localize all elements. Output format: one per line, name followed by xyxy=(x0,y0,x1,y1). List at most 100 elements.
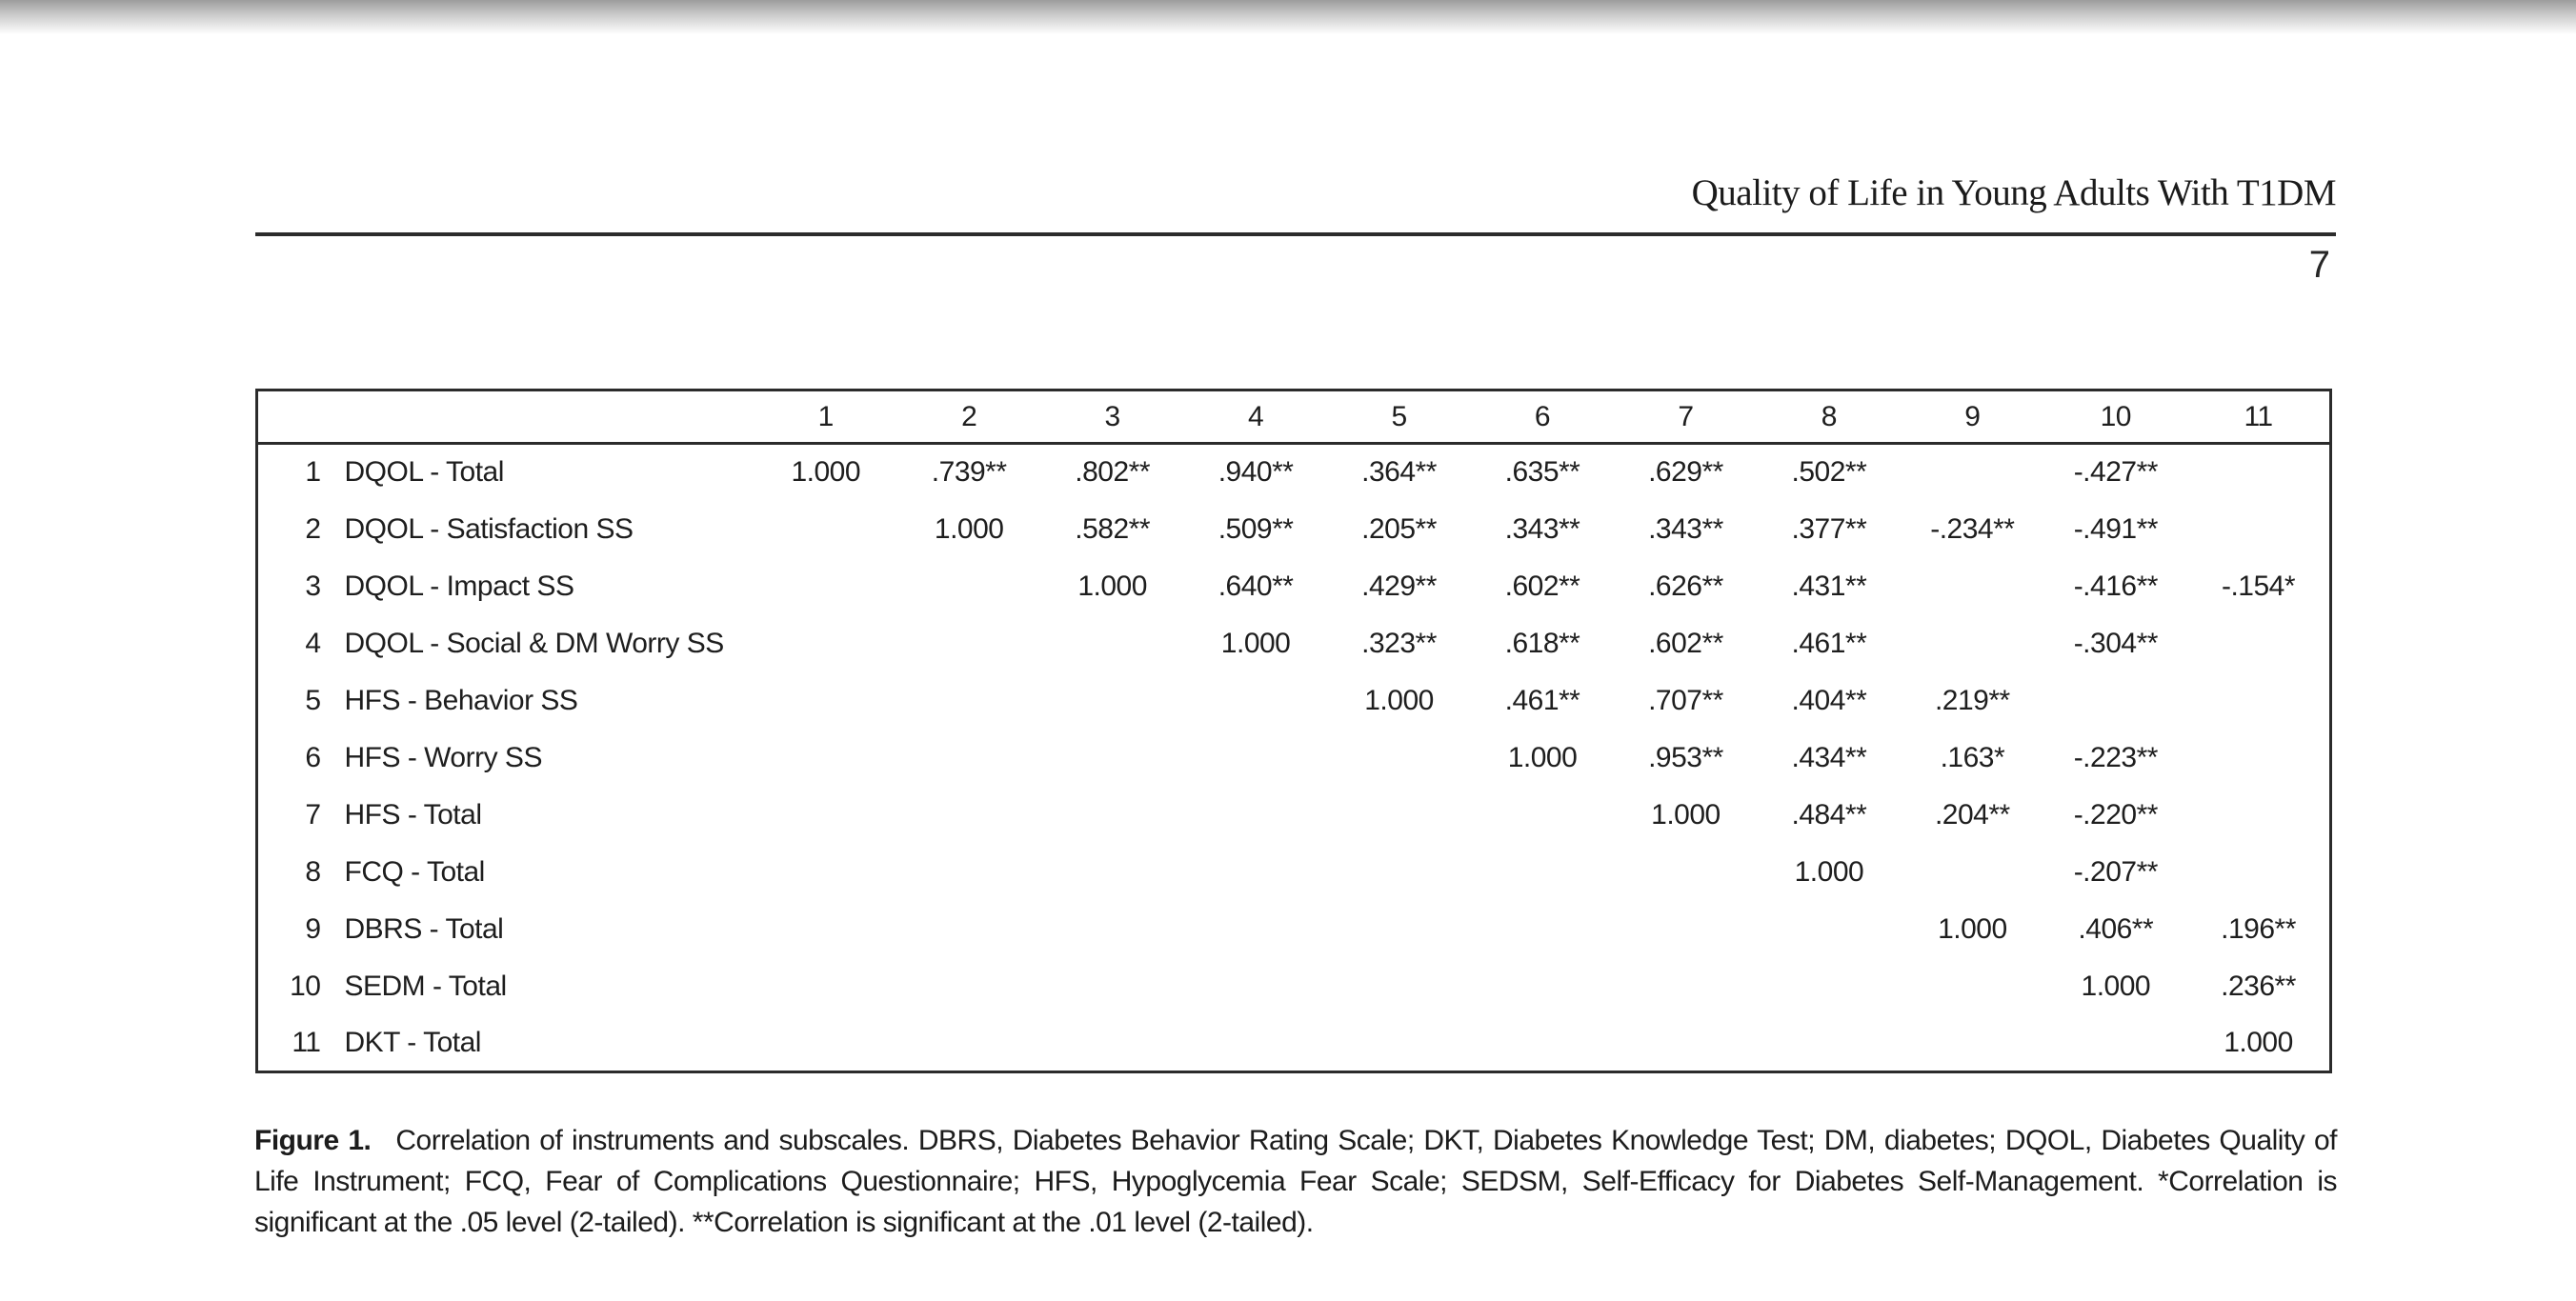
correlation-cell: .236** xyxy=(2221,970,2296,1002)
table-header-row: 1 2 3 4 5 6 7 8 9 10 11 xyxy=(256,390,2331,445)
table-body: 1 DQOL - Total 1.000 .739** .802** .940** .364… xyxy=(257,444,2331,1072)
row-number: 3 xyxy=(305,570,321,602)
correlation-cell xyxy=(1327,1015,1470,1072)
table-row: 4 DQOL - Social & DM Worry SS 1.000 .323**.… xyxy=(257,615,2331,672)
row-label: DQOL - Total xyxy=(344,456,505,489)
correlation-cell xyxy=(1040,901,1183,958)
correlation-cell xyxy=(755,901,897,958)
row-label: HFS - Total xyxy=(344,798,483,831)
correlation-cell xyxy=(2187,730,2330,787)
correlation-cell: .509** xyxy=(1218,512,1294,545)
figure-caption-label: Figure 1. xyxy=(254,1125,372,1156)
correlation-cell: .434** xyxy=(1791,741,1867,773)
page-top-shadow xyxy=(0,0,2576,34)
correlation-cell: 1.000 xyxy=(1507,741,1578,773)
correlation-cell: .219** xyxy=(1934,684,2010,716)
correlation-cell xyxy=(1040,787,1183,844)
correlation-cell: 1.000 xyxy=(2081,970,2151,1002)
row-number: 4 xyxy=(305,627,321,659)
correlation-cell: .626** xyxy=(1648,570,1723,602)
correlation-cell xyxy=(1758,958,1901,1015)
column-header: 1 xyxy=(754,390,897,445)
row-label: SEDM - Total xyxy=(344,970,508,1002)
header-rule xyxy=(255,232,2336,236)
correlation-cell xyxy=(1614,1015,1757,1072)
table-row: 6 HFS - Worry SS 1.000 .953** .434** .163* -.2… xyxy=(257,730,2331,787)
correlation-cell xyxy=(755,1015,897,1072)
correlation-cell: .163* xyxy=(1940,741,2005,773)
correlation-cell: .343** xyxy=(1504,512,1580,545)
correlation-cell: -.207** xyxy=(2073,855,2159,888)
column-header: 4 xyxy=(1183,390,1328,445)
correlation-cell xyxy=(1471,844,1614,901)
correlation-cell: .205** xyxy=(1361,512,1437,545)
column-header: 3 xyxy=(1040,390,1184,445)
correlation-cell xyxy=(2187,672,2330,730)
correlation-cell: .364** xyxy=(1361,456,1437,489)
correlation-cell xyxy=(755,787,897,844)
correlation-cell xyxy=(1758,1015,1901,1072)
correlation-cell xyxy=(1327,958,1470,1015)
header-cell-empty xyxy=(325,390,755,445)
column-header: 9 xyxy=(1901,390,2044,445)
correlation-cell xyxy=(2044,1015,2187,1072)
correlation-cell xyxy=(1184,901,1327,958)
correlation-cell xyxy=(897,672,1040,730)
correlation-cell xyxy=(1471,958,1614,1015)
correlation-cell xyxy=(755,958,897,1015)
correlation-cell: .196** xyxy=(2221,912,2296,945)
correlation-cell: -.234** xyxy=(1930,512,2015,545)
correlation-cell: -.223** xyxy=(2073,741,2159,773)
correlation-cell xyxy=(1184,787,1327,844)
correlation-cell: -.304** xyxy=(2073,627,2159,659)
figure-caption-text: Correlation of instruments and subscales… xyxy=(254,1125,2338,1238)
column-header: 5 xyxy=(1327,390,1471,445)
correlation-cell xyxy=(1901,615,2043,672)
row-label: HFS - Behavior SS xyxy=(344,684,578,716)
row-number: 10 xyxy=(290,970,321,1002)
correlation-cell xyxy=(1901,958,2043,1015)
row-number: 9 xyxy=(305,912,321,945)
column-header: 7 xyxy=(1614,390,1758,445)
correlation-cell xyxy=(1184,730,1327,787)
correlation-cell: -.491** xyxy=(2073,512,2159,545)
correlation-cell xyxy=(1471,1015,1614,1072)
column-header: 10 xyxy=(2043,390,2188,445)
correlation-cell: 1.000 xyxy=(1077,570,1147,602)
correlation-cell: .484** xyxy=(1791,798,1867,831)
correlation-cell xyxy=(1327,730,1470,787)
correlation-cell xyxy=(755,615,897,672)
correlation-cell: -.154* xyxy=(2221,570,2296,602)
correlation-cell: .461** xyxy=(1504,684,1580,716)
correlation-cell xyxy=(2187,615,2330,672)
correlation-cell: .204** xyxy=(1934,798,2010,831)
correlation-cell xyxy=(2187,787,2330,844)
correlation-cell xyxy=(1471,787,1614,844)
table-row: 1 DQOL - Total 1.000 .739** .802** .940** .364… xyxy=(257,444,2331,501)
correlation-cell xyxy=(1040,730,1183,787)
correlation-cell: .953** xyxy=(1648,741,1723,773)
correlation-cell xyxy=(755,558,897,615)
table-row: 3 DQOL - Impact SS 1.000 .640** .429** .602**… xyxy=(257,558,2331,615)
correlation-cell xyxy=(1901,1015,2043,1072)
correlation-cell: .707** xyxy=(1648,684,1723,716)
correlation-cell: 1.000 xyxy=(934,512,1004,545)
correlation-cell: .431** xyxy=(1791,570,1867,602)
column-header: 8 xyxy=(1757,390,1902,445)
correlation-cell xyxy=(1614,958,1757,1015)
correlation-cell: -.427** xyxy=(2073,456,2159,489)
column-header: 11 xyxy=(2187,390,2331,445)
correlation-cell: 1.000 xyxy=(2224,1026,2293,1058)
row-label: DQOL - Social & DM Worry SS xyxy=(344,627,725,659)
correlation-cell: .802** xyxy=(1075,456,1150,489)
correlation-cell xyxy=(1040,672,1183,730)
correlation-cell xyxy=(1040,958,1183,1015)
correlation-cell xyxy=(1327,787,1470,844)
figure-caption: Figure 1. Correlation of instruments and … xyxy=(254,1120,2338,1243)
row-number: 7 xyxy=(305,798,321,831)
correlation-cell xyxy=(1758,901,1901,958)
correlation-cell xyxy=(897,615,1040,672)
correlation-cell: .618** xyxy=(1504,627,1580,659)
correlation-cell: .635** xyxy=(1504,456,1580,489)
